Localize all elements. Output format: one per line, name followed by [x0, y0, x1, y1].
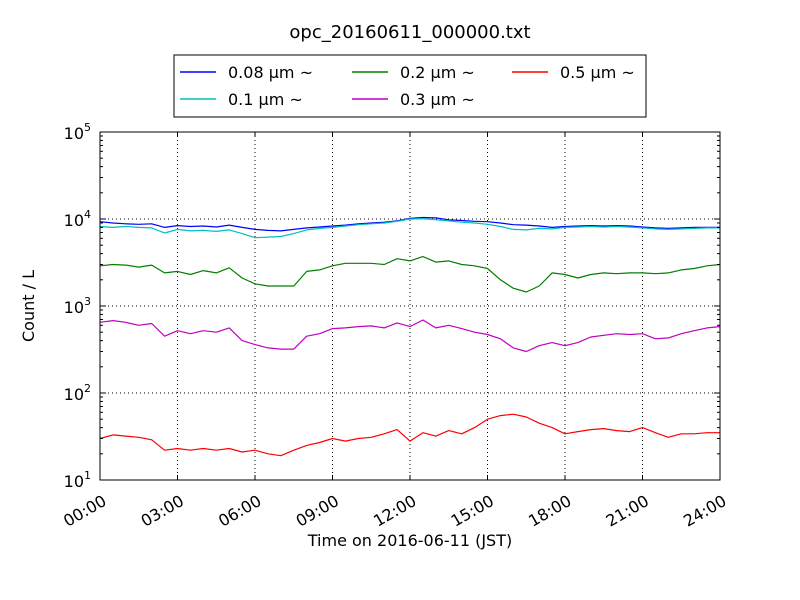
grid-lines	[100, 132, 720, 480]
axis-ticks: 00:00 03:00 06:00 09:00 12:00 15:00 18:00 21:00…	[60, 121, 729, 531]
y-tick-exponent: 3	[84, 295, 91, 308]
y-tick-base: 10	[64, 124, 84, 143]
x-tick-label: 18:00	[525, 491, 574, 531]
legend-label: 0.1 μm ~	[228, 90, 303, 109]
y-tick-label: 101	[64, 469, 91, 491]
chart-legend: 0.08 μm ~ 0.1 μm ~ 0.2 μm ~ 0.3 μm ~ 0.5 μm …	[173, 54, 647, 118]
series-line	[99, 256, 721, 293]
legend-label: 0.3 μm ~	[400, 90, 475, 109]
x-tick-label: 03:00	[138, 491, 187, 531]
legend-label: 0.5 μm ~	[560, 63, 635, 82]
y-tick-base: 10	[64, 211, 84, 230]
y-tick-label: 104	[64, 208, 91, 230]
x-tick-label: 09:00	[293, 491, 342, 531]
series-line	[99, 413, 720, 457]
x-tick-label: 24:00	[680, 491, 729, 531]
y-tick-exponent: 4	[84, 208, 91, 221]
legend-frame	[173, 54, 647, 118]
legend-label: 0.08 μm ~	[228, 63, 313, 82]
y-tick-exponent: 1	[84, 469, 91, 482]
y-tick-exponent: 2	[84, 382, 91, 395]
legend-label: 0.2 μm ~	[400, 63, 475, 82]
series-line	[99, 216, 720, 232]
series-line	[99, 218, 720, 239]
x-tick-label: 15:00	[448, 491, 497, 531]
y-tick-exponent: 5	[84, 121, 91, 134]
y-tick-base: 10	[64, 385, 84, 404]
y-tick-label: 103	[64, 295, 91, 317]
x-tick-label: 21:00	[603, 491, 652, 531]
series-line	[99, 319, 721, 353]
series-layer	[99, 216, 721, 457]
y-axis-label: Count / L	[19, 270, 38, 342]
y-tick-base: 10	[64, 472, 84, 491]
x-tick-label: 00:00	[60, 491, 109, 531]
x-tick-label: 06:00	[215, 491, 264, 531]
x-tick-label: 12:00	[370, 491, 419, 531]
chart-title: opc_20160611_000000.txt	[289, 22, 530, 43]
x-axis-label: Time on 2016-06-11 (JST)	[307, 531, 512, 550]
y-tick-label: 102	[64, 382, 91, 404]
y-tick-base: 10	[64, 298, 84, 317]
y-tick-label: 105	[64, 121, 91, 143]
